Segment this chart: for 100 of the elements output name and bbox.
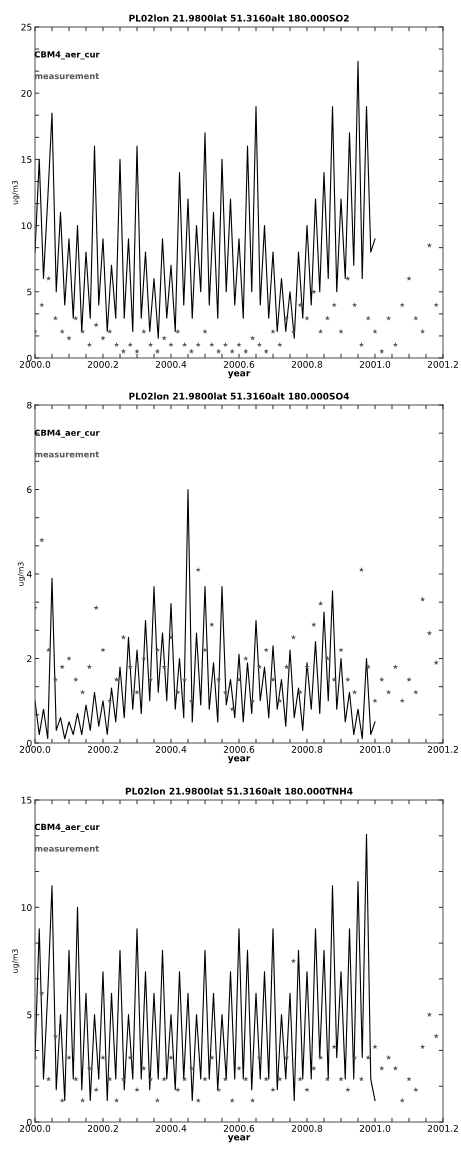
point xyxy=(73,315,79,321)
y-tick-label: 6 xyxy=(27,486,32,494)
x-tick-label: 2000.8 xyxy=(291,745,323,753)
x-tick-label: 2000.8 xyxy=(291,360,323,368)
y-tick-label: 0 xyxy=(27,1118,32,1126)
point xyxy=(79,689,86,695)
point xyxy=(181,1076,188,1082)
point xyxy=(161,1076,167,1082)
point xyxy=(351,689,358,695)
point xyxy=(433,1033,439,1039)
point xyxy=(297,1076,303,1082)
point xyxy=(399,302,405,308)
point xyxy=(154,647,161,653)
point xyxy=(59,664,65,670)
point xyxy=(222,1076,229,1082)
point xyxy=(222,341,229,348)
point xyxy=(161,664,167,670)
point xyxy=(168,1054,174,1060)
point xyxy=(147,341,154,348)
point xyxy=(161,335,167,341)
x-tick-label: 2000.6 xyxy=(223,1124,255,1132)
point xyxy=(304,315,310,321)
point xyxy=(283,315,290,321)
point xyxy=(39,537,45,543)
text: CBM4_aer_cur xyxy=(34,51,100,60)
point xyxy=(385,689,392,695)
point xyxy=(107,1076,113,1082)
x-tick-label: 2000.0 xyxy=(19,360,51,368)
point xyxy=(324,315,331,321)
point xyxy=(297,689,303,695)
point xyxy=(358,567,365,573)
text: measurement xyxy=(35,73,100,80)
x-tick-label: 2000.2 xyxy=(87,360,118,368)
point xyxy=(365,664,371,670)
point xyxy=(406,676,412,682)
point xyxy=(270,676,276,682)
point xyxy=(181,341,188,348)
x-axis-title: year xyxy=(227,371,251,379)
y-tick-label: 5 xyxy=(27,1011,32,1019)
point xyxy=(134,689,140,695)
point xyxy=(236,676,242,682)
point xyxy=(249,335,256,341)
text: measurement xyxy=(35,845,100,852)
x-axis-title: year xyxy=(227,756,251,764)
point xyxy=(66,1054,72,1060)
y-tick-label: 2 xyxy=(27,655,32,662)
point xyxy=(324,1076,331,1082)
point xyxy=(392,341,399,348)
text: CBM4_aer_cur xyxy=(34,429,100,438)
y-tick-label: 10 xyxy=(21,222,32,230)
y-tick-label: 8 xyxy=(27,401,32,409)
x-tick-label: 2000.8 xyxy=(291,1124,323,1132)
point xyxy=(256,664,263,670)
y-tick-label: 15 xyxy=(21,156,32,163)
point xyxy=(385,315,392,321)
y-tick-label: 15 xyxy=(21,796,32,804)
point xyxy=(175,689,181,695)
y-tick-label: 10 xyxy=(21,904,32,911)
point xyxy=(297,302,303,308)
x-tick-label: 2001.2 xyxy=(427,360,458,368)
point xyxy=(113,341,120,348)
point xyxy=(277,1076,283,1082)
y-tick-label: 20 xyxy=(21,89,32,97)
point xyxy=(426,1011,433,1017)
point xyxy=(256,341,263,348)
point xyxy=(229,706,235,712)
line-series xyxy=(35,60,376,339)
x-tick-label: 2001.0 xyxy=(359,745,391,753)
point xyxy=(236,1065,242,1071)
point xyxy=(365,315,371,321)
point xyxy=(39,302,45,308)
point xyxy=(379,1065,385,1071)
point xyxy=(311,1065,317,1071)
point xyxy=(392,664,399,670)
point xyxy=(331,302,337,308)
point xyxy=(263,1076,269,1082)
point xyxy=(249,697,256,703)
point xyxy=(392,1065,399,1071)
point xyxy=(351,302,358,308)
x-tick-label: 2000.4 xyxy=(155,745,187,753)
point xyxy=(215,1087,222,1093)
y-tick-label: 25 xyxy=(21,23,32,31)
line-series xyxy=(35,488,376,740)
point xyxy=(141,1065,147,1071)
y-tick-label: 0 xyxy=(27,739,32,747)
point xyxy=(86,664,93,670)
point xyxy=(358,341,365,348)
x-tick-label: 2000.0 xyxy=(19,1124,51,1132)
point xyxy=(147,1076,154,1082)
line-series xyxy=(35,833,376,1102)
point xyxy=(426,630,433,636)
point xyxy=(290,958,297,964)
x-tick-label: 2000.4 xyxy=(155,360,187,368)
x-tick-label: 2000.2 xyxy=(87,745,118,753)
point xyxy=(127,664,133,670)
point xyxy=(243,1076,249,1082)
point xyxy=(222,689,229,695)
point xyxy=(419,1044,426,1050)
point xyxy=(52,315,59,321)
point xyxy=(39,990,45,996)
